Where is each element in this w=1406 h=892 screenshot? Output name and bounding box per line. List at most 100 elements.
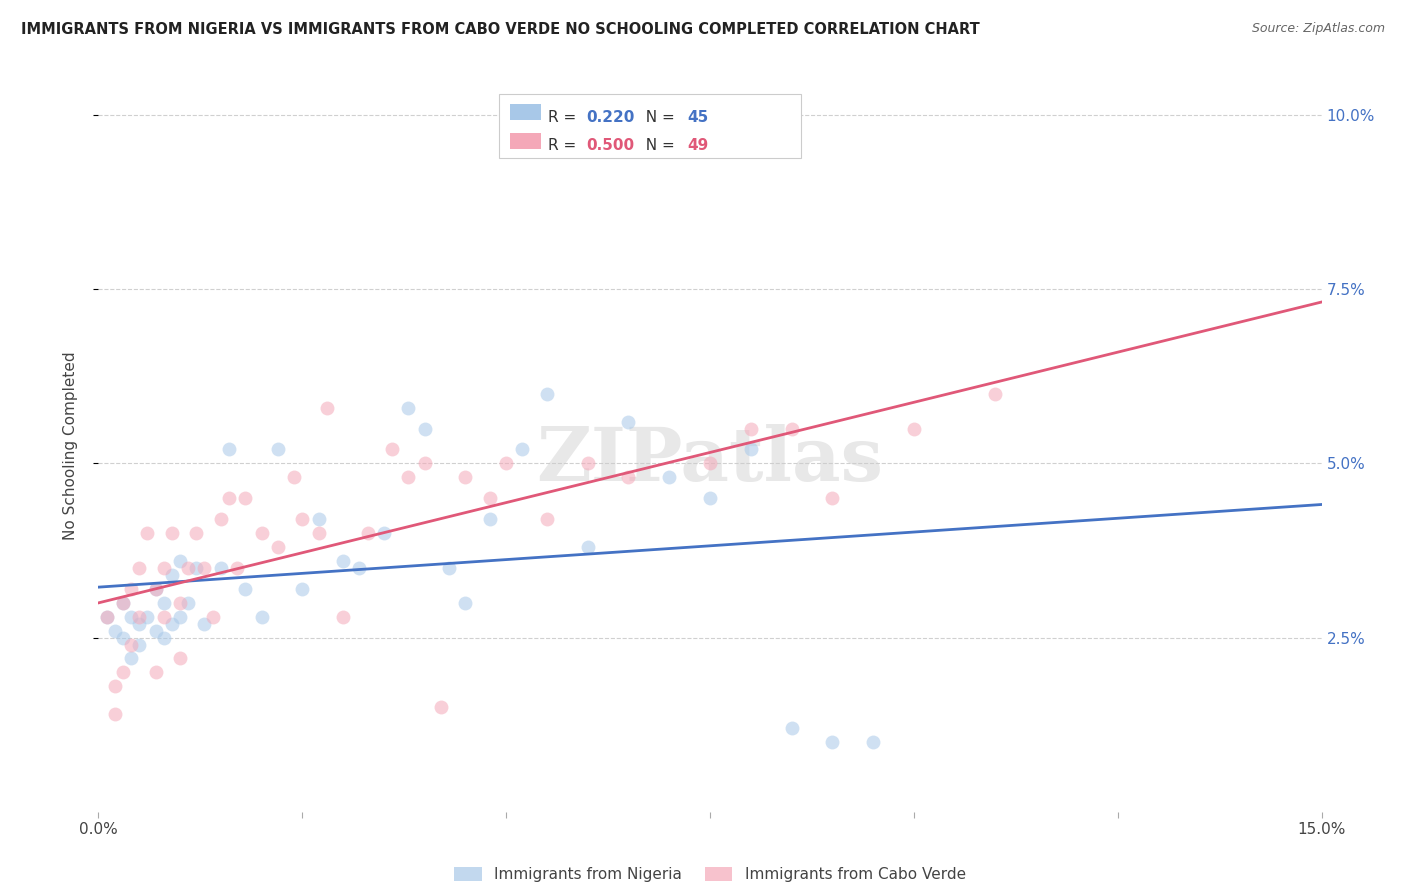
Text: R =: R = bbox=[548, 110, 582, 125]
Legend: Immigrants from Nigeria, Immigrants from Cabo Verde: Immigrants from Nigeria, Immigrants from… bbox=[449, 861, 972, 888]
Point bbox=[111, 631, 134, 645]
Point bbox=[740, 421, 762, 435]
Point bbox=[250, 526, 273, 541]
Point bbox=[396, 470, 419, 484]
Point bbox=[209, 561, 232, 575]
Point bbox=[218, 442, 240, 457]
Point bbox=[186, 526, 208, 541]
Point bbox=[152, 609, 174, 624]
Point bbox=[120, 582, 142, 596]
Point bbox=[576, 540, 599, 554]
Point bbox=[169, 554, 191, 568]
Point bbox=[821, 735, 844, 749]
Text: N =: N = bbox=[636, 138, 679, 153]
Point bbox=[152, 561, 174, 575]
Point bbox=[478, 512, 501, 526]
Point bbox=[780, 421, 803, 435]
Point bbox=[169, 609, 191, 624]
Point bbox=[160, 526, 183, 541]
Point bbox=[437, 561, 460, 575]
Point bbox=[177, 596, 200, 610]
Text: 45: 45 bbox=[688, 110, 709, 125]
Point bbox=[193, 616, 215, 631]
Point bbox=[381, 442, 404, 457]
Point bbox=[658, 470, 681, 484]
Point bbox=[699, 457, 721, 471]
Text: 0.220: 0.220 bbox=[586, 110, 634, 125]
Point bbox=[356, 526, 378, 541]
Y-axis label: No Schooling Completed: No Schooling Completed bbox=[63, 351, 77, 541]
Point bbox=[454, 470, 477, 484]
Text: IMMIGRANTS FROM NIGERIA VS IMMIGRANTS FROM CABO VERDE NO SCHOOLING COMPLETED COR: IMMIGRANTS FROM NIGERIA VS IMMIGRANTS FR… bbox=[21, 22, 980, 37]
Point bbox=[495, 457, 517, 471]
Point bbox=[160, 616, 183, 631]
Point bbox=[308, 512, 330, 526]
Point bbox=[120, 609, 142, 624]
Point bbox=[186, 561, 208, 575]
Point bbox=[104, 707, 127, 722]
Text: Source: ZipAtlas.com: Source: ZipAtlas.com bbox=[1251, 22, 1385, 36]
Point bbox=[332, 609, 354, 624]
Point bbox=[128, 609, 150, 624]
Point bbox=[308, 526, 330, 541]
Point bbox=[396, 401, 419, 415]
Point bbox=[160, 567, 183, 582]
Point bbox=[740, 442, 762, 457]
Point bbox=[699, 491, 721, 506]
Point bbox=[226, 561, 249, 575]
Point bbox=[152, 631, 174, 645]
Point bbox=[152, 596, 174, 610]
Point bbox=[454, 596, 477, 610]
Text: R =: R = bbox=[548, 138, 582, 153]
Point bbox=[250, 609, 273, 624]
Point bbox=[349, 561, 371, 575]
Point bbox=[984, 386, 1007, 401]
Point bbox=[478, 491, 501, 506]
Point bbox=[430, 700, 453, 714]
Point bbox=[315, 401, 337, 415]
Point bbox=[201, 609, 224, 624]
Point bbox=[145, 582, 167, 596]
Point bbox=[96, 609, 118, 624]
Point bbox=[104, 679, 127, 693]
Point bbox=[128, 616, 150, 631]
Point bbox=[413, 421, 436, 435]
Point bbox=[169, 596, 191, 610]
Point bbox=[233, 491, 256, 506]
Point bbox=[291, 582, 314, 596]
Point bbox=[120, 651, 142, 665]
Point bbox=[291, 512, 314, 526]
Point bbox=[111, 596, 134, 610]
Point bbox=[617, 415, 640, 429]
Text: N =: N = bbox=[636, 110, 679, 125]
Point bbox=[145, 624, 167, 638]
Point bbox=[111, 665, 134, 680]
Point bbox=[145, 665, 167, 680]
Point bbox=[209, 512, 232, 526]
Point bbox=[617, 470, 640, 484]
Point bbox=[267, 442, 290, 457]
Point bbox=[536, 512, 558, 526]
Text: 49: 49 bbox=[688, 138, 709, 153]
Point bbox=[104, 624, 127, 638]
Point bbox=[821, 491, 844, 506]
Point bbox=[267, 540, 290, 554]
Text: 0.500: 0.500 bbox=[586, 138, 634, 153]
Text: ZIPatlas: ZIPatlas bbox=[537, 424, 883, 497]
Point bbox=[120, 638, 142, 652]
Point bbox=[177, 561, 200, 575]
Point bbox=[218, 491, 240, 506]
Point bbox=[283, 470, 305, 484]
Point bbox=[576, 457, 599, 471]
Point bbox=[413, 457, 436, 471]
Point bbox=[903, 421, 925, 435]
Point bbox=[169, 651, 191, 665]
Point bbox=[233, 582, 256, 596]
Point bbox=[136, 526, 159, 541]
Point bbox=[128, 561, 150, 575]
Point bbox=[512, 442, 534, 457]
Point bbox=[96, 609, 118, 624]
Point bbox=[373, 526, 395, 541]
Point bbox=[862, 735, 884, 749]
Point bbox=[780, 721, 803, 735]
